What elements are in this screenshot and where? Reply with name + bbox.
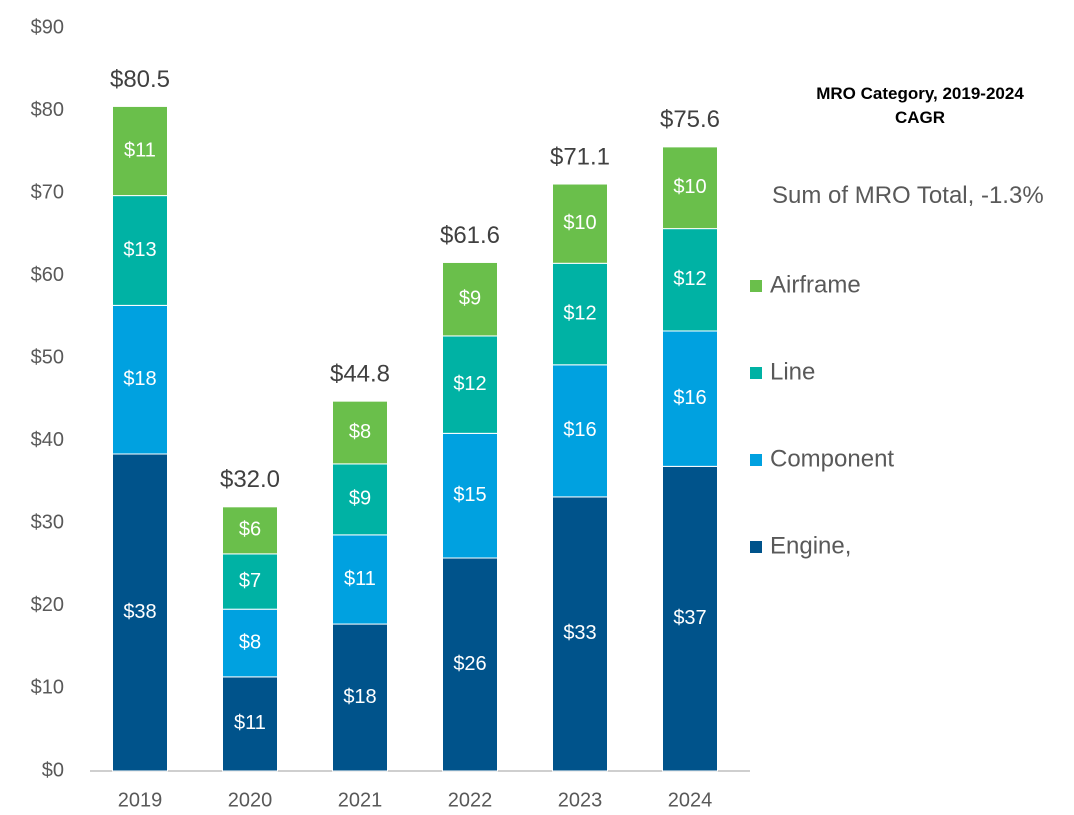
bar-segment bbox=[662, 465, 718, 772]
data-label: $33 bbox=[563, 622, 596, 644]
data-label: $37 bbox=[673, 607, 706, 629]
bar-segment bbox=[222, 676, 278, 772]
legend-label: Engine, bbox=[770, 532, 851, 559]
legend-label: Airframe bbox=[770, 271, 861, 298]
bar-segment bbox=[662, 228, 718, 332]
bar-segment bbox=[222, 506, 278, 555]
total-label: $75.6 bbox=[660, 106, 720, 133]
data-label: $18 bbox=[343, 686, 376, 708]
bar-segment bbox=[442, 557, 498, 772]
legend-swatch bbox=[750, 454, 762, 466]
y-tick-label: $0 bbox=[42, 759, 64, 781]
data-label: $11 bbox=[124, 139, 156, 161]
bar-segment bbox=[442, 335, 498, 434]
bar-segment bbox=[222, 608, 278, 678]
bar-segment bbox=[332, 623, 388, 772]
y-tick-label: $50 bbox=[31, 347, 64, 369]
bar-segment bbox=[332, 400, 388, 465]
bar-segment bbox=[112, 105, 168, 197]
data-label: $9 bbox=[349, 488, 371, 510]
legend-title: MRO Category, 2019-2024 CAGR bbox=[816, 84, 1024, 127]
x-tick-label: 2021 bbox=[338, 789, 383, 811]
data-label: $8 bbox=[239, 631, 261, 653]
data-label: $8 bbox=[349, 421, 371, 443]
legend-label: Component bbox=[770, 445, 894, 472]
y-tick-label: $30 bbox=[31, 512, 64, 534]
total-label: $61.6 bbox=[440, 222, 500, 249]
bar-segment bbox=[662, 146, 718, 230]
total-label: $71.1 bbox=[550, 143, 610, 170]
data-label: $26 bbox=[453, 653, 486, 675]
y-tick-label: $10 bbox=[31, 677, 64, 699]
legend-swatch bbox=[750, 541, 762, 553]
bar-segment bbox=[552, 364, 608, 498]
bar-segment bbox=[442, 432, 498, 559]
data-label: $7 bbox=[239, 570, 261, 592]
x-tick-label: 2022 bbox=[448, 789, 493, 811]
bar-segment bbox=[112, 195, 168, 306]
x-tick-label: 2024 bbox=[668, 789, 713, 811]
x-tick-label: 2023 bbox=[558, 789, 603, 811]
bar-segment bbox=[332, 534, 388, 625]
x-tick-label: 2020 bbox=[228, 789, 273, 811]
y-tick-label: $40 bbox=[31, 429, 64, 451]
data-label: $10 bbox=[563, 212, 596, 234]
legend-swatch bbox=[750, 367, 762, 379]
bar-segment bbox=[332, 463, 388, 536]
data-label: $12 bbox=[453, 373, 486, 395]
total-label: $80.5 bbox=[110, 66, 170, 93]
data-label: $18 bbox=[123, 368, 156, 390]
data-label: $12 bbox=[563, 302, 596, 324]
bar-segment bbox=[662, 330, 718, 467]
total-label: $32.0 bbox=[220, 466, 280, 493]
legend-note: Sum of MRO Total, -1.3% bbox=[772, 182, 1044, 209]
bar-segment bbox=[442, 261, 498, 337]
data-label: $6 bbox=[239, 519, 261, 541]
y-tick-label: $80 bbox=[31, 99, 64, 121]
legend-swatch bbox=[750, 280, 762, 292]
data-label: $10 bbox=[673, 176, 706, 198]
bar-segment bbox=[112, 453, 168, 772]
data-label: $16 bbox=[673, 387, 706, 409]
data-label: $12 bbox=[673, 268, 706, 290]
y-tick-label: $60 bbox=[31, 264, 64, 286]
legend-label: Line bbox=[770, 358, 815, 385]
total-label: $44.8 bbox=[330, 360, 390, 387]
y-tick-label: $70 bbox=[31, 181, 64, 203]
y-tick-label: $90 bbox=[31, 16, 64, 38]
data-label: $15 bbox=[453, 484, 486, 506]
y-tick-label: $20 bbox=[31, 594, 64, 616]
x-tick-label: 2019 bbox=[118, 789, 163, 811]
bar-segment bbox=[222, 553, 278, 610]
data-label: $11 bbox=[234, 712, 266, 734]
data-label: $9 bbox=[459, 287, 481, 309]
bar-segment bbox=[552, 183, 608, 264]
data-label: $16 bbox=[563, 419, 596, 441]
bar-segment bbox=[552, 262, 608, 366]
data-label: $13 bbox=[123, 239, 156, 261]
data-label: $38 bbox=[123, 601, 156, 623]
bar-segment bbox=[112, 304, 168, 455]
data-label: $11 bbox=[344, 568, 376, 590]
